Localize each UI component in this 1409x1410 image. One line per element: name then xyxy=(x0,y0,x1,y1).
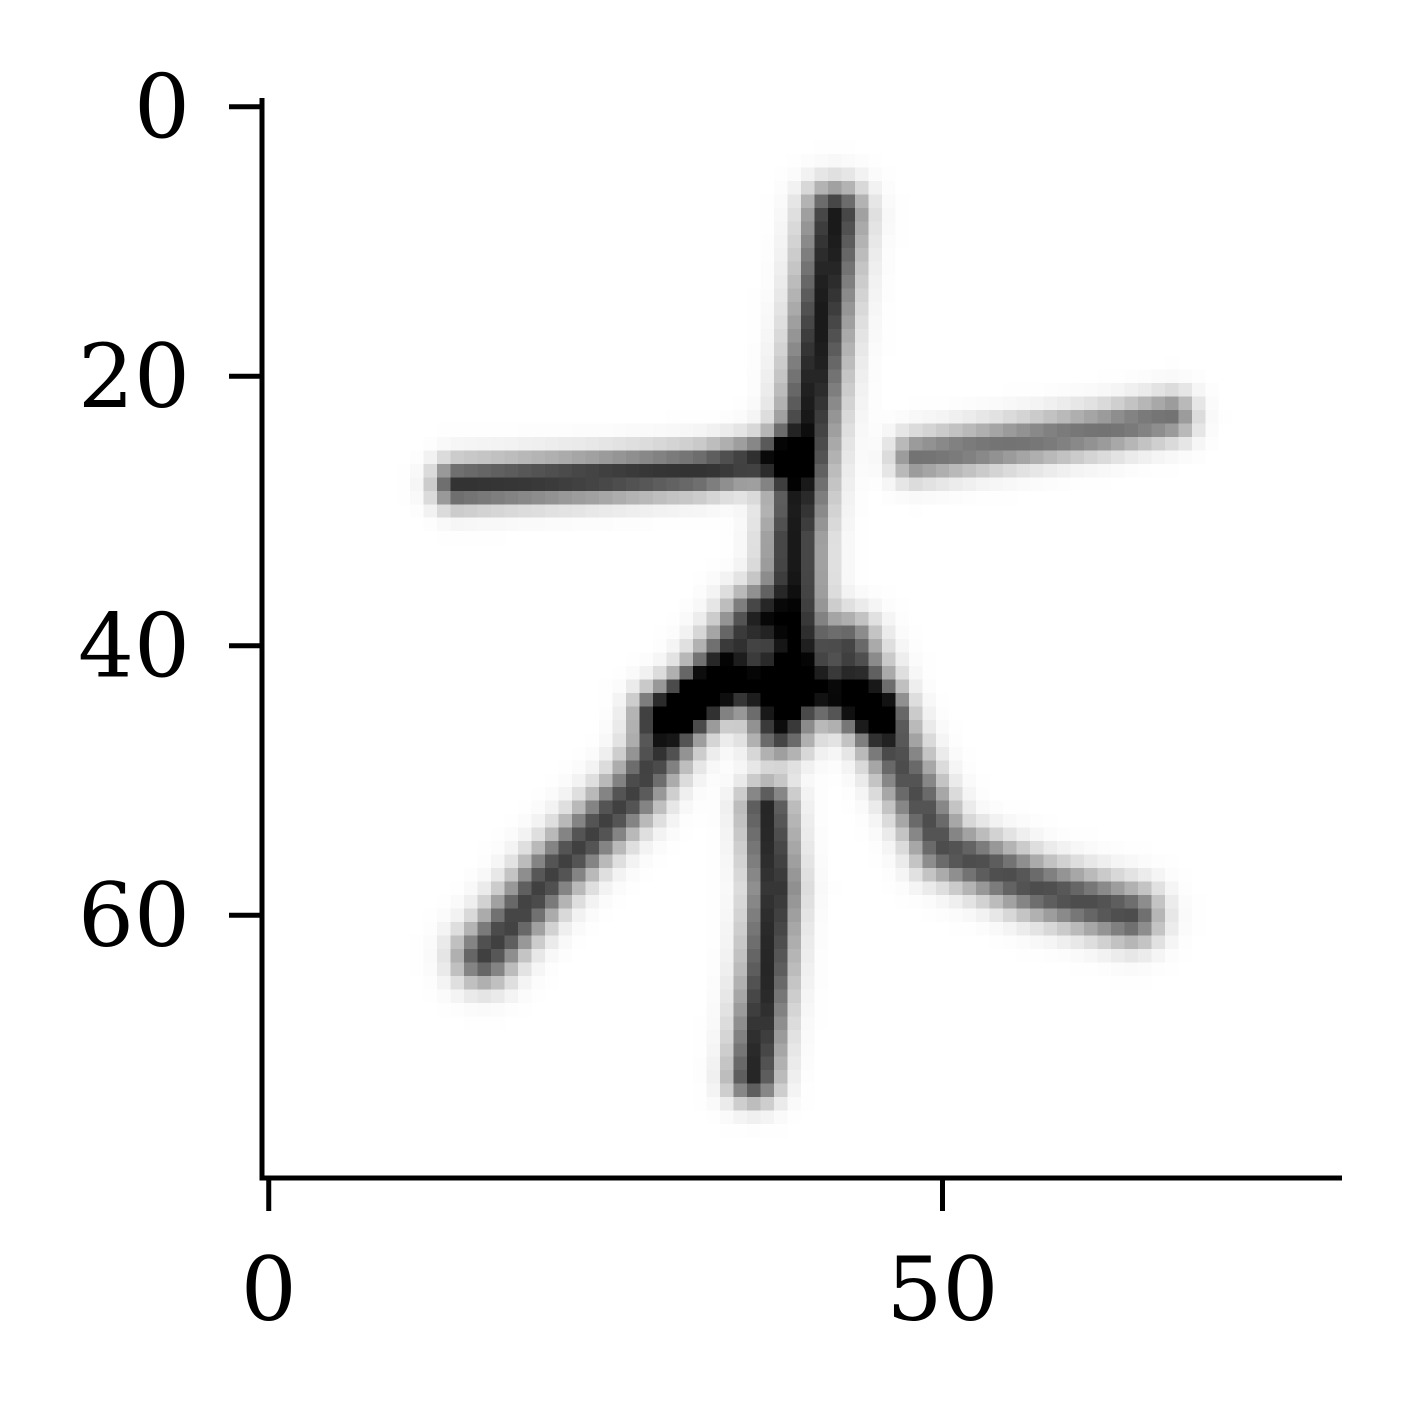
x-axis-ticks: 0 50 xyxy=(241,1178,998,1341)
y-axis-ticks: 0 20 40 60 xyxy=(78,56,262,967)
x-tick-label: 0 xyxy=(241,1238,297,1341)
plot-area xyxy=(262,100,1340,1178)
x-tick-label: 50 xyxy=(886,1238,998,1341)
y-tick-label: 0 xyxy=(134,56,190,159)
heatmap-image xyxy=(262,100,1340,1178)
y-tick-label: 20 xyxy=(78,325,190,428)
y-tick-label: 40 xyxy=(78,595,190,698)
y-tick-label: 60 xyxy=(78,864,190,967)
axes-spines xyxy=(259,98,1342,1181)
